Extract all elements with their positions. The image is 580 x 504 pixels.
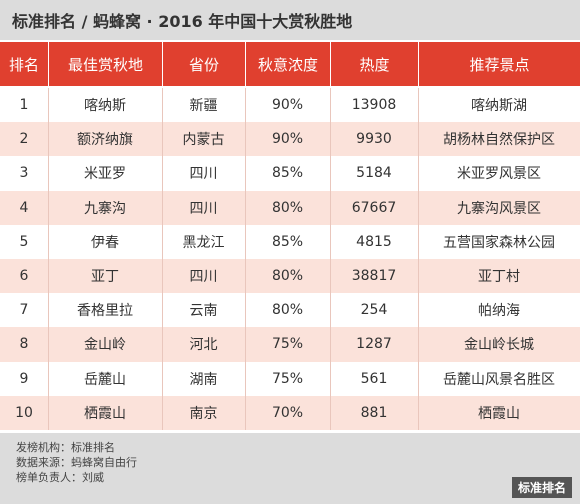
table-cell: 90% <box>271 97 304 113</box>
table-cell: 4815 <box>356 233 392 250</box>
column-separator <box>418 88 419 430</box>
table-cell: 帕纳海 <box>478 303 520 320</box>
table-cell: 75% <box>271 370 304 387</box>
table-cell: 13908 <box>351 97 397 113</box>
column-header: 最佳赏秋地 <box>49 42 162 86</box>
table-cell: 7 <box>19 302 29 319</box>
table-cell: 90% <box>271 131 304 148</box>
table-cell: 喀纳斯 <box>84 98 126 114</box>
row-bg <box>0 190 580 225</box>
row-bg <box>0 361 580 396</box>
table-cell: 香格里拉 <box>77 303 133 320</box>
column-header: 省份 <box>163 42 245 86</box>
table-cell: 岳麓山风景名胜区 <box>443 371 555 388</box>
table-cell: 金山岭 <box>84 337 126 354</box>
column-header: 热度 <box>331 42 418 86</box>
row-bg <box>0 122 580 157</box>
table-cell: 38817 <box>351 268 397 284</box>
table-cell: 881 <box>360 404 388 421</box>
table-cell: 湖南 <box>189 371 218 388</box>
row-bg <box>0 224 580 259</box>
table-cell: 9930 <box>356 131 392 148</box>
table-cell: 四川 <box>189 269 218 285</box>
table-cell: 米亚罗风景区 <box>457 166 541 183</box>
column-separator <box>48 88 49 430</box>
table-cell: 额济纳旗 <box>77 132 133 149</box>
row-bg <box>0 156 580 191</box>
column-header: 秋意浓度 <box>246 42 330 86</box>
table-cell: 黑龙江 <box>182 234 225 251</box>
table-cell: 九寨沟 <box>84 200 126 217</box>
table-cell: 85% <box>271 233 304 250</box>
table-cell: 1287 <box>356 336 392 353</box>
footer <box>0 433 580 504</box>
table-cell: 254 <box>360 302 388 319</box>
table-cell: 5184 <box>356 165 392 182</box>
row-bg <box>0 395 580 430</box>
table-cell: 6 <box>19 268 29 284</box>
table-cell: 胡杨林自然保护区 <box>443 132 555 149</box>
row-bg <box>0 259 580 294</box>
table-cell: 561 <box>360 370 388 387</box>
table-cell: 70% <box>271 404 304 421</box>
table-cell: 河北 <box>189 337 218 354</box>
table-cell: 10 <box>15 404 33 421</box>
table-cell: 67667 <box>351 199 397 216</box>
table-cell: 80% <box>271 268 304 284</box>
table-cell: 南京 <box>189 405 218 422</box>
row-bg <box>0 88 580 123</box>
table-cell: 岳麓山 <box>84 371 126 388</box>
table-cell: 四川 <box>189 200 218 217</box>
row-bg <box>0 293 580 328</box>
title: 标准排名 / 蚂蜂窝 · 2016 年中国十大赏秋胜地 <box>0 0 580 40</box>
table-cell: 1 <box>19 97 29 113</box>
footer-line: 榜单负责人：刘威 <box>16 471 104 484</box>
column-separator <box>162 88 163 430</box>
footer-line: 发榜机构：标准排名 <box>16 441 115 454</box>
table-cell: 3 <box>19 165 29 182</box>
table-cell: 伊春 <box>91 234 119 251</box>
column-header: 推荐景点 <box>419 42 580 86</box>
table-cell: 栖霞山 <box>84 405 126 422</box>
logo: 标准排名 <box>511 477 572 498</box>
footer-line: 数据来源：蚂蜂窝自由行 <box>16 456 137 469</box>
table-cell: 亚丁 <box>91 269 119 285</box>
table-cell: 亚丁村 <box>478 269 520 285</box>
table-cell: 4 <box>19 199 29 216</box>
table-cell: 内蒙古 <box>182 132 225 149</box>
table-cell: 5 <box>19 233 29 250</box>
table-cell: 喀纳斯湖 <box>471 98 527 114</box>
table-cell: 栖霞山 <box>478 405 520 422</box>
table-cell: 四川 <box>189 166 218 183</box>
table-cell: 9 <box>19 370 29 387</box>
table-cell: 80% <box>271 302 304 319</box>
table-cell: 2 <box>19 131 29 148</box>
table-cell: 75% <box>271 336 304 353</box>
table-cell: 80% <box>271 199 304 216</box>
table-cell: 云南 <box>189 303 218 320</box>
table-cell: 85% <box>271 165 304 182</box>
table-cell: 金山岭长城 <box>464 337 534 354</box>
table-cell: 五营国家森林公园 <box>443 234 555 251</box>
table-cell: 新疆 <box>189 98 218 114</box>
column-separator <box>330 88 331 430</box>
row-bg <box>0 327 580 362</box>
table-cell: 九寨沟风景区 <box>457 200 541 217</box>
table-cell: 8 <box>19 336 29 353</box>
column-separator <box>245 88 246 430</box>
table-cell: 米亚罗 <box>84 166 126 183</box>
column-header: 排名 <box>0 42 48 86</box>
